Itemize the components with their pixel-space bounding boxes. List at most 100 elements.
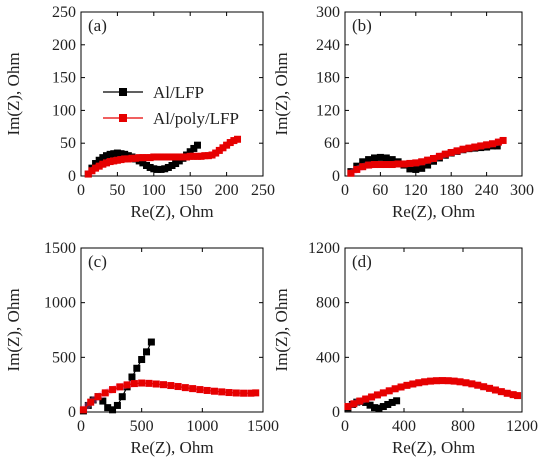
data-point (128, 154, 136, 162)
data-point (193, 141, 201, 149)
data-point (183, 153, 191, 161)
data-point (226, 139, 234, 147)
data-point (95, 162, 103, 170)
data-point (400, 160, 408, 168)
data-point (375, 404, 383, 412)
y-tick-label: 1500 (44, 240, 76, 257)
data-point (181, 384, 189, 392)
y-tick-label: 120 (316, 102, 340, 119)
data-point (444, 377, 452, 385)
data-point (174, 383, 182, 391)
data-point (412, 165, 420, 173)
data-point (135, 154, 143, 162)
data-point (393, 397, 401, 405)
data-point (497, 388, 505, 396)
data-point (99, 397, 107, 405)
data-point (102, 152, 110, 160)
data-point (362, 395, 370, 403)
data-point (167, 382, 175, 390)
data-point (190, 144, 198, 152)
y-tick-label: 180 (316, 70, 340, 87)
data-point (109, 386, 117, 394)
data-point (384, 400, 392, 408)
data-point (376, 153, 384, 161)
data-point (453, 147, 461, 155)
data-point (462, 379, 470, 387)
data-point (447, 148, 455, 156)
legend: Al/LFP Al/poly/LFP (103, 83, 239, 128)
data-point (382, 161, 390, 169)
data-point (110, 157, 118, 165)
data-point (164, 163, 172, 171)
y-tick-label: 250 (52, 4, 76, 21)
data-point (477, 142, 485, 150)
data-point (486, 384, 494, 392)
data-point (394, 160, 402, 168)
data-point (189, 385, 197, 393)
data-point (204, 152, 212, 160)
data-point (382, 154, 390, 162)
data-point (371, 154, 378, 162)
y-tick-label: 1000 (44, 295, 76, 312)
y-tick-label: 400 (316, 349, 340, 366)
x-axis-label: Re(Z), Ohm (130, 202, 213, 221)
data-point (117, 150, 125, 158)
data-point (113, 156, 121, 164)
data-point (388, 156, 396, 164)
data-point (215, 146, 223, 154)
data-point (147, 338, 155, 346)
y-axis-label: Im(Z), Ohm (4, 52, 23, 135)
data-point (175, 157, 183, 165)
data-point (427, 377, 435, 385)
x-tick-label: 0 (77, 182, 85, 199)
data-point (494, 138, 502, 146)
data-point (104, 404, 112, 412)
plot-frame (344, 11, 523, 177)
y-tick-label: 0 (332, 168, 340, 185)
data-point (172, 153, 180, 161)
data-point (168, 162, 176, 170)
data-point (503, 389, 511, 397)
data-point (87, 398, 95, 406)
y-tick-label: 300 (316, 4, 340, 21)
data-point (344, 403, 352, 411)
data-point (379, 389, 387, 397)
data-point (483, 141, 491, 149)
x-tick-label: 0 (341, 418, 349, 435)
data-point (113, 149, 121, 157)
data-point (388, 161, 396, 169)
data-point (102, 159, 110, 167)
data-point (403, 381, 411, 389)
data-point (365, 161, 373, 169)
data-point (234, 135, 242, 143)
data-point (491, 386, 499, 394)
y-tick-label: 150 (52, 70, 76, 87)
data-point (424, 161, 432, 169)
data-point (347, 169, 355, 177)
data-point (157, 153, 165, 161)
data-point (493, 142, 501, 150)
data-point (139, 159, 147, 167)
data-point (138, 379, 146, 387)
data-point (230, 137, 238, 145)
data-point (252, 389, 260, 397)
data-point (150, 153, 158, 161)
x-axis-label: Re(Z), Ohm (130, 438, 213, 457)
y-tick-label: 0 (332, 404, 340, 421)
x-tick-label: 50 (109, 182, 125, 199)
data-point (168, 153, 176, 161)
data-point (106, 158, 114, 166)
data-point (106, 150, 114, 158)
data-point (208, 151, 216, 159)
data-point (130, 380, 138, 388)
data-point (212, 149, 220, 157)
data-point (113, 401, 121, 409)
data-point (179, 153, 187, 161)
panel-d: 0 400 800 1200 0 400 800 1200 Re(Z), Ohm Im(Z), O… (272, 240, 538, 457)
data-point (88, 167, 96, 175)
data-point (379, 403, 387, 411)
x-tick-label: 60 (372, 182, 388, 199)
y-tick-label: 800 (316, 295, 340, 312)
x-tick-label: 200 (215, 182, 239, 199)
